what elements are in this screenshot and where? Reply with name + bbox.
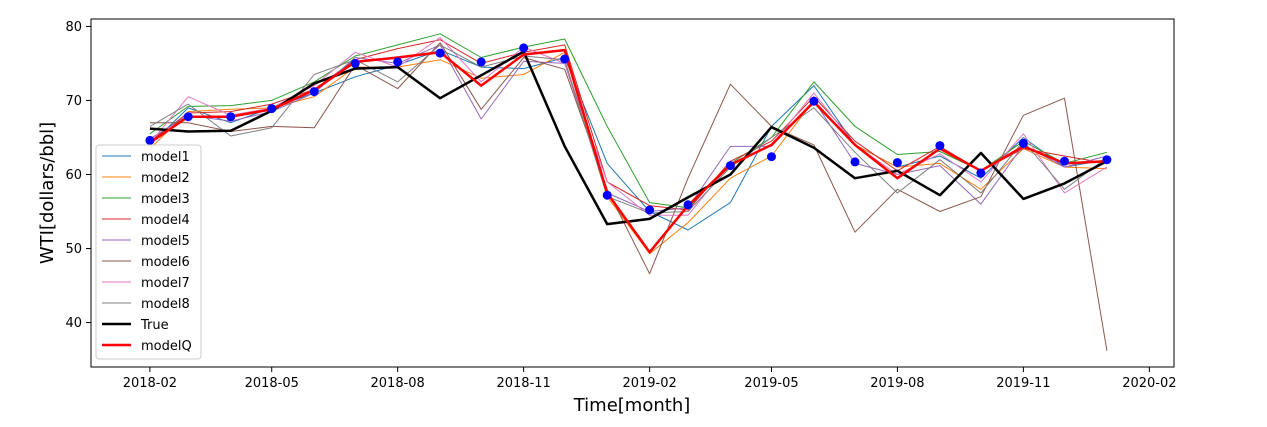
legend-label-model5: model5 <box>141 234 190 249</box>
data-point <box>183 112 193 122</box>
data-point <box>519 43 529 53</box>
data-point <box>683 200 693 210</box>
data-point <box>145 135 155 145</box>
x-tick-label: 2020-02 <box>1122 376 1176 391</box>
series-line-model3 <box>149 33 1108 209</box>
x-tick-label: 2019-08 <box>870 376 924 391</box>
data-point <box>725 161 735 171</box>
data-point <box>892 158 902 168</box>
legend-label-model6: model6 <box>141 255 190 270</box>
legend-label-true: True <box>140 318 169 333</box>
x-tick-label: 2019-11 <box>996 376 1050 391</box>
x-tick-label: 2018-05 <box>245 376 299 391</box>
data-point <box>267 104 277 114</box>
legend-label-model3: model3 <box>141 192 190 207</box>
data-point <box>350 58 360 68</box>
x-tick-label: 2019-02 <box>622 376 676 391</box>
legend-label-modelq: modelQ <box>141 339 192 354</box>
data-point <box>226 112 236 122</box>
x-tick-label: 2018-11 <box>496 376 550 391</box>
data-point <box>309 87 319 97</box>
legend-label-model1: model1 <box>141 150 190 165</box>
series-lines <box>149 33 1108 351</box>
data-point <box>602 190 612 200</box>
data-point <box>645 205 655 215</box>
series-line-model5 <box>149 44 1108 212</box>
x-tick-label: 2019-05 <box>744 376 798 391</box>
y-axis-title: WTI[dollars/bbl] <box>37 122 58 264</box>
legend-label-model8: model8 <box>141 297 190 312</box>
data-point <box>1102 155 1112 165</box>
y-axis-ticks: 40 50 60 70 80 <box>65 20 91 331</box>
series-line-model6 <box>149 42 1108 351</box>
data-point <box>1018 138 1028 148</box>
series-line-model8 <box>149 44 1108 214</box>
y-tick-label: 70 <box>65 94 82 109</box>
data-point <box>767 152 776 162</box>
legend-label-model2: model2 <box>141 171 190 186</box>
legend-label-model4: model4 <box>141 213 190 228</box>
series-line-model4 <box>149 39 1107 211</box>
observed-points <box>145 43 1112 215</box>
data-point <box>1060 156 1069 166</box>
data-point <box>976 168 986 178</box>
legend: model1 model2 model3 model4 model5 model6 mode… <box>95 144 202 360</box>
x-axis-title: Time[month] <box>573 395 691 416</box>
y-tick-label: 60 <box>65 168 82 183</box>
legend-label-model7: model7 <box>141 276 190 291</box>
data-point <box>809 96 819 106</box>
data-point <box>935 141 945 151</box>
data-point <box>850 157 860 167</box>
data-point <box>560 54 570 64</box>
series-line-model1 <box>149 49 1107 231</box>
data-point <box>476 57 486 67</box>
y-tick-label: 40 <box>65 316 82 331</box>
series-line-model2 <box>149 51 1107 255</box>
x-tick-label: 2018-08 <box>371 376 425 391</box>
y-tick-label: 50 <box>65 242 82 257</box>
data-point <box>435 48 445 58</box>
y-tick-label: 80 <box>65 20 82 35</box>
x-tick-label: 2018-02 <box>123 376 177 391</box>
x-axis-ticks: 2018-02 2018-05 2018-08 2018-11 2019-02 2019-… <box>123 367 1177 391</box>
series-line-modelq <box>149 48 1107 254</box>
data-point <box>393 57 403 67</box>
plot-area <box>90 18 1175 368</box>
